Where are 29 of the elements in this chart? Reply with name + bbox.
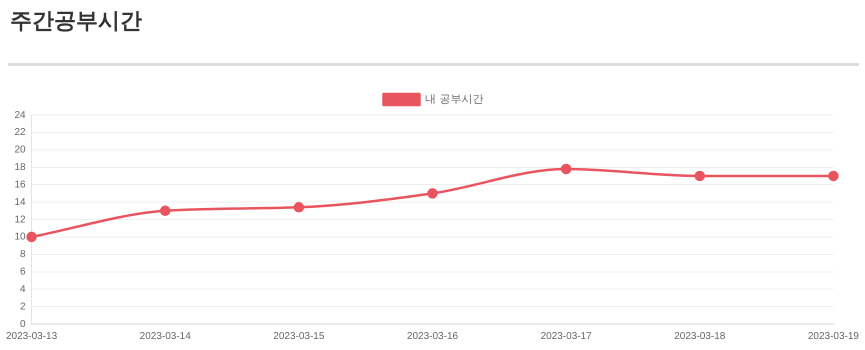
point	[294, 202, 304, 213]
x-tick-label: 2023-03-15	[273, 330, 325, 342]
point	[694, 170, 706, 182]
y-tick-label: 22	[14, 127, 26, 138]
x-tick-label: 2023-03-14	[140, 330, 192, 342]
point	[560, 164, 572, 174]
x-tick-label: 2023-03-13	[6, 330, 58, 342]
point	[160, 206, 170, 216]
x-tick-label: 2023-03-18	[674, 330, 726, 342]
y-tick-label: 12	[14, 214, 26, 226]
y-tick-label: 14	[14, 196, 26, 208]
y-tick-label: 16	[14, 179, 26, 190]
y-tick-label: 18	[14, 162, 26, 173]
point	[26, 232, 37, 242]
y-tick-label: 2	[20, 301, 26, 312]
y-tick-label: 0	[20, 318, 26, 330]
y-tick-label: 24	[14, 110, 26, 121]
y-tick-label: 6	[20, 266, 26, 278]
x-tick-label: 2023-03-19	[808, 330, 860, 342]
point	[427, 188, 438, 199]
y-tick-label: 10	[14, 232, 26, 243]
point	[828, 170, 839, 182]
y-tick-label: 20	[14, 144, 26, 156]
legend-label: 내 공부시간	[425, 92, 484, 106]
y-tick-label: 8	[20, 249, 26, 260]
x-tick-label: 2023-03-17	[540, 330, 592, 342]
y-tick-label: 4	[20, 284, 26, 295]
chart-title: 주간공부시간	[10, 8, 142, 36]
x-tick-label: 2023-03-16	[406, 330, 459, 342]
